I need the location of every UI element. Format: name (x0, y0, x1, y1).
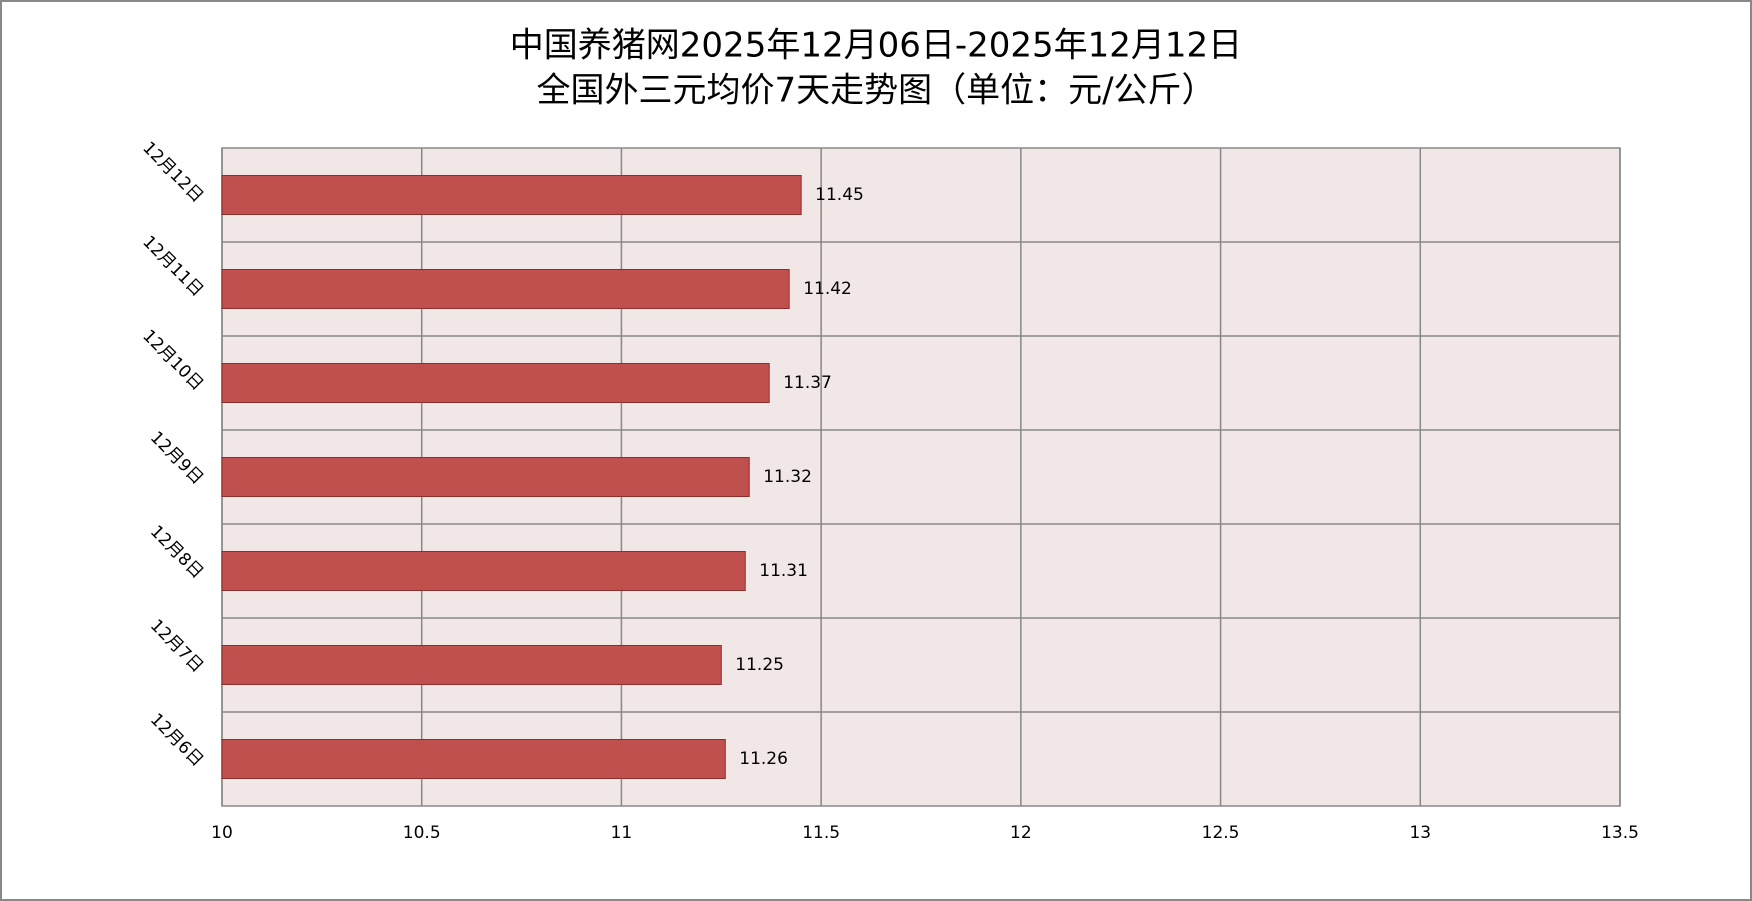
value-label: 11.25 (735, 655, 784, 675)
x-tick-label: 10.5 (403, 823, 441, 843)
value-label: 11.26 (739, 749, 788, 769)
bar (221, 175, 802, 215)
x-tick-label: 11.5 (802, 823, 840, 843)
x-tick-label: 11 (611, 823, 633, 843)
value-label: 11.42 (803, 279, 852, 299)
chart-subtitle: 全国外三元均价7天走势图（单位：元/公斤） (536, 71, 1215, 111)
x-tick-label: 12 (1010, 823, 1032, 843)
chart-title: 中国养猪网2025年12月06日-2025年12月12日 (510, 26, 1242, 66)
x-tick-label: 13.5 (1601, 823, 1639, 843)
bar (221, 269, 790, 309)
bar (221, 551, 746, 591)
x-tick-label: 12.5 (1202, 823, 1240, 843)
bar (221, 363, 770, 403)
x-tick-label: 10 (211, 823, 233, 843)
x-tick-label: 13 (1409, 823, 1431, 843)
value-label: 11.45 (815, 185, 864, 205)
value-label: 11.31 (759, 561, 808, 581)
bar (221, 457, 750, 497)
bar (221, 739, 726, 779)
bar (221, 645, 722, 685)
value-label: 11.37 (783, 373, 832, 393)
value-label: 11.32 (763, 467, 812, 487)
